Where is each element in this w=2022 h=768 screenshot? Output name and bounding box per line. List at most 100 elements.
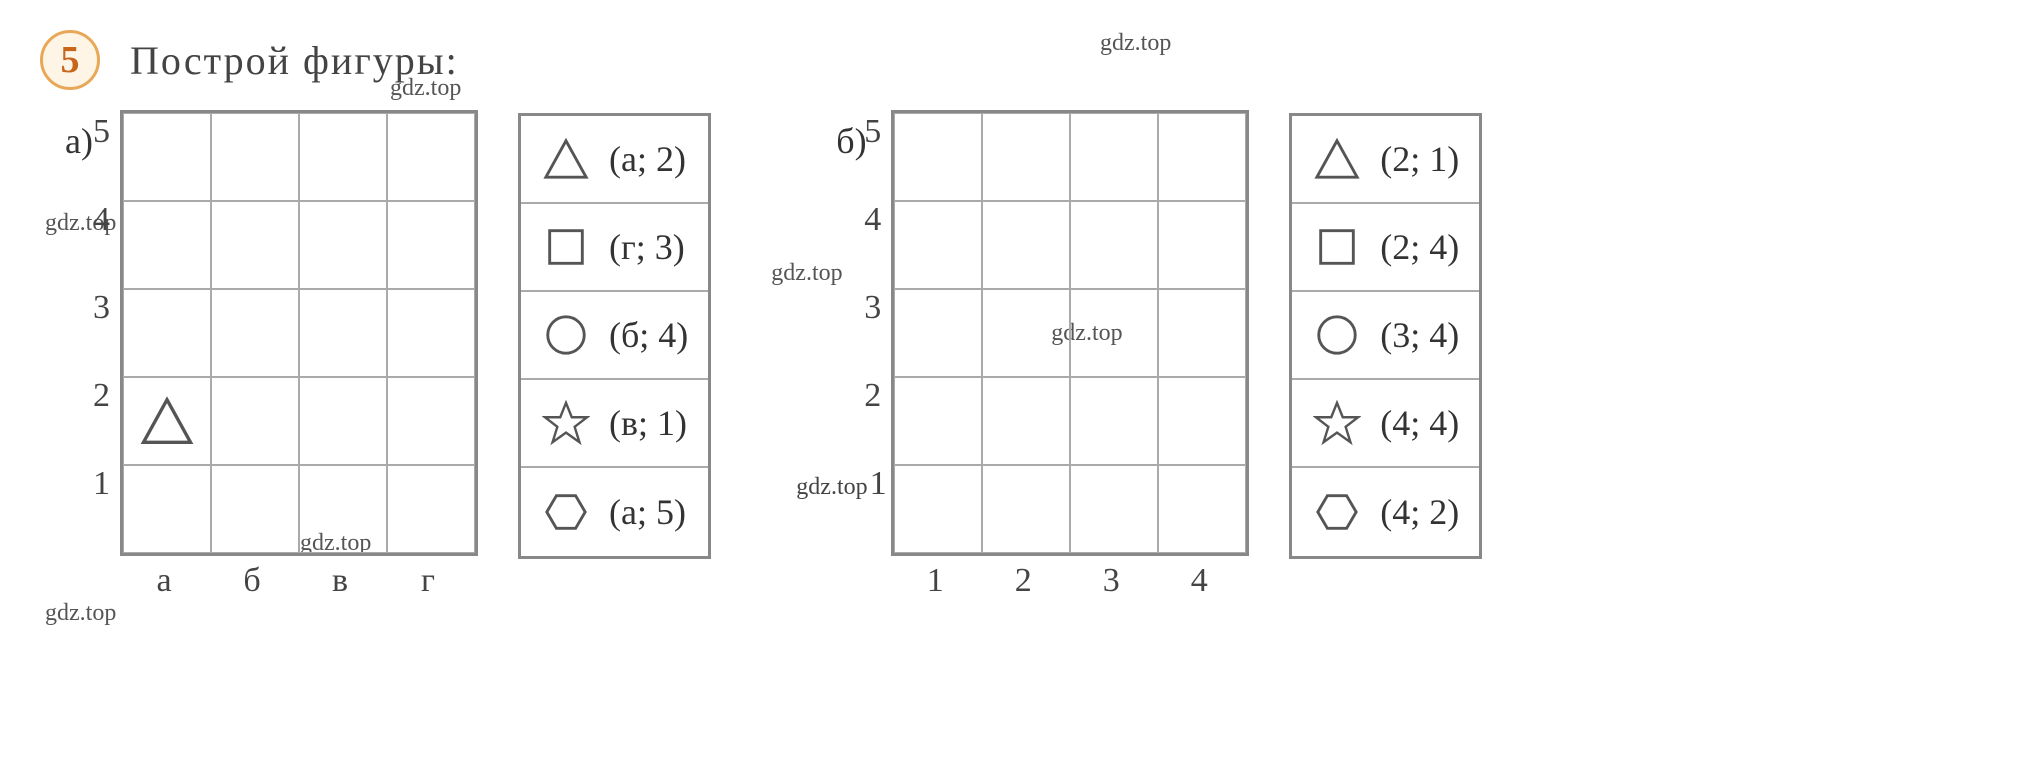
grid-cell <box>211 289 299 377</box>
grid-cell <box>387 465 475 553</box>
legend-coord: (в; 1) <box>609 402 687 444</box>
grid-cell <box>1070 377 1158 465</box>
legend-item: (4; 2) <box>1292 468 1479 556</box>
legend-item: (в; 1) <box>521 380 708 468</box>
grid-cell <box>299 289 387 377</box>
grid-cell <box>1158 113 1246 201</box>
grid-cell <box>123 465 211 553</box>
legend-item: (г; 3) <box>521 204 708 292</box>
legend-coord: (а; 5) <box>609 491 686 533</box>
legend-item: (4; 4) <box>1292 380 1479 468</box>
grid-cell <box>123 113 211 201</box>
star-icon <box>1312 398 1362 448</box>
grid-cell <box>211 113 299 201</box>
grid-cell <box>1070 289 1158 377</box>
grid-cell <box>982 289 1070 377</box>
grid-cell <box>982 465 1070 553</box>
grid-cell <box>1158 465 1246 553</box>
grid-cell <box>1070 201 1158 289</box>
grid-cell <box>299 113 387 201</box>
hexagon-icon <box>1312 487 1362 537</box>
star-icon <box>541 398 591 448</box>
legend-coord: (4; 4) <box>1380 402 1459 444</box>
legend-b: (2; 1) (2; 4) (3; 4) (4; 4) <box>1289 113 1482 559</box>
grid-b: 5 4 3 <box>891 110 1249 556</box>
grid-cell-triangle <box>123 377 211 465</box>
legend-coord: (2; 4) <box>1380 226 1459 268</box>
grid-cell <box>387 377 475 465</box>
grid-cell <box>894 465 982 553</box>
legend-item: (б; 4) <box>521 292 708 380</box>
grid-cell <box>387 201 475 289</box>
grid-cell <box>123 201 211 289</box>
row-label: 4 <box>80 201 110 239</box>
col-labels-b: 1 2 3 4 <box>891 562 1249 600</box>
grid-a: 5 4 3 <box>120 110 478 556</box>
grid-cell <box>299 377 387 465</box>
grid-cell <box>211 377 299 465</box>
part-a: а) gdz.top gdz.top gdz.top gdz.top 5 4 <box>120 110 711 600</box>
triangle-icon <box>139 393 195 449</box>
col-label: 2 <box>979 562 1067 600</box>
grid-cell <box>1070 465 1158 553</box>
grid-cell <box>299 465 387 553</box>
col-label: б <box>208 562 296 600</box>
watermark: gdz.top <box>771 260 842 287</box>
legend-item: (2; 1) <box>1292 116 1479 204</box>
grid-cell <box>211 465 299 553</box>
grid-cell <box>211 201 299 289</box>
legend-coord: (г; 3) <box>609 226 685 268</box>
square-icon <box>1312 222 1362 272</box>
row-label: gdz.top1 <box>796 465 881 503</box>
grid-cell <box>894 377 982 465</box>
legend-coord: (2; 1) <box>1380 138 1459 180</box>
triangle-icon <box>1312 134 1362 184</box>
circle-icon <box>1312 310 1362 360</box>
watermark: gdz.top <box>45 600 116 627</box>
legend-item: (а; 2) <box>521 116 708 204</box>
col-label: а <box>120 562 208 600</box>
grid-cell <box>982 113 1070 201</box>
col-labels-a: а б в г <box>120 562 478 600</box>
hexagon-icon <box>541 487 591 537</box>
square-icon <box>541 222 591 272</box>
watermark: gdz.top <box>796 474 867 500</box>
col-label: г <box>384 562 472 600</box>
row-label: 1 <box>80 465 110 503</box>
row-label: 2 <box>851 377 881 415</box>
legend-a: (а; 2) (г; 3) (б; 4) (в; 1) <box>518 113 711 559</box>
grid-cell <box>123 289 211 377</box>
legend-item: (а; 5) <box>521 468 708 556</box>
grid-cell <box>1158 289 1246 377</box>
grid-cell <box>1070 113 1158 201</box>
row-label-text: 1 <box>870 465 887 502</box>
triangle-icon <box>541 134 591 184</box>
legend-coord: (а; 2) <box>609 138 686 180</box>
row-label: 2 <box>80 377 110 415</box>
legend-coord: (б; 4) <box>609 314 688 356</box>
grid-cell <box>982 377 1070 465</box>
col-label: в <box>296 562 384 600</box>
grid-cell <box>1158 201 1246 289</box>
row-label: 3 <box>80 289 110 327</box>
grid-cell <box>894 201 982 289</box>
grid-cell <box>894 113 982 201</box>
row-label: 3 <box>851 289 881 327</box>
col-label: 3 <box>1067 562 1155 600</box>
grid-cell <box>982 201 1070 289</box>
task-number-badge: 5 <box>40 30 100 90</box>
circle-icon <box>541 310 591 360</box>
col-label: 4 <box>1155 562 1243 600</box>
grid-cell <box>387 289 475 377</box>
row-label: 5 <box>851 113 881 151</box>
grid-cell <box>1158 377 1246 465</box>
part-b: б) gdz.top gdz.top 5 4 <box>891 110 1482 600</box>
grid-cell <box>299 201 387 289</box>
grid-cell <box>894 289 982 377</box>
col-label: 1 <box>891 562 979 600</box>
row-label: 4 <box>851 201 881 239</box>
legend-item: (3; 4) <box>1292 292 1479 380</box>
grid-cell <box>387 113 475 201</box>
legend-coord: (3; 4) <box>1380 314 1459 356</box>
legend-coord: (4; 2) <box>1380 491 1459 533</box>
